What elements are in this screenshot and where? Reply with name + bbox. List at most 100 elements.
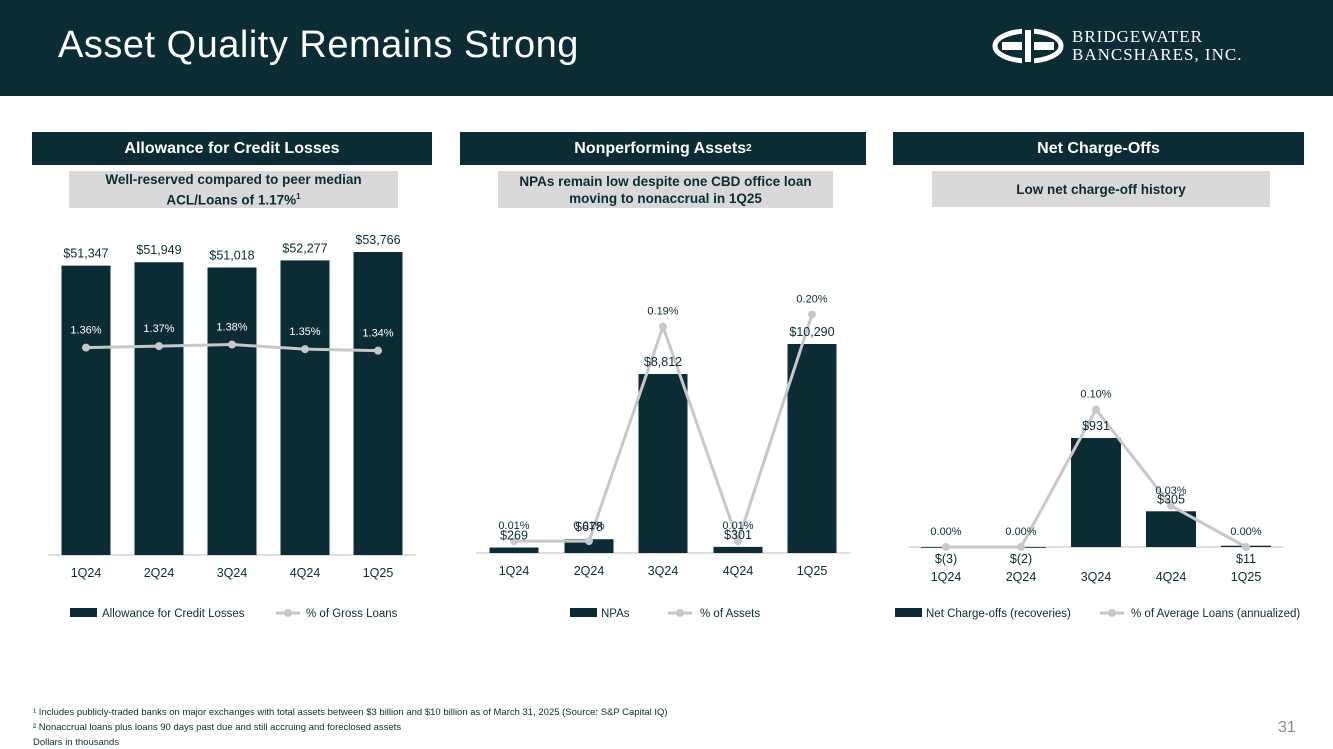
npa-subtitle: NPAs remain low despite one CBD office l… [498,171,833,208]
acl-bar [353,252,403,555]
nco-x-tick-label: 2Q24 [1006,570,1037,584]
footnote-2: ² Nonaccrual loans plus loans 90 days pa… [33,722,402,733]
npa-header-text: Nonperforming Assets [574,139,747,157]
npa-legend-bar-swatch [570,608,597,617]
nco-bar [1146,511,1196,547]
nco-pct-marker [942,543,950,551]
acl-subtitle-line-2: ACL/Loans of 1.17% [166,192,297,208]
acl-bar-label: $51,347 [63,247,108,261]
logo-line-1: Bridgewater [1072,27,1203,46]
npa-bar-label: $8,812 [644,355,682,369]
acl-panel-header: Allowance for Credit Losses [32,132,432,165]
npa-pct-marker [510,537,518,546]
npa-pct-marker [585,537,593,546]
nco-legend-line-marker [1108,609,1116,617]
nco-legend-line-label: % of Average Loans (annualized) [1131,608,1300,620]
nco-x-tick-label: 1Q24 [931,570,962,584]
npa-x-tick-label: 4Q24 [723,564,754,578]
npa-bar-label: $10,290 [789,325,834,339]
acl-x-tick-label: 1Q25 [363,566,394,580]
slide-title: Asset Quality Remains Strong [58,24,579,66]
acl-pct-label: 1.37% [143,323,174,335]
title-bar: Asset Quality Remains Strong Bridgewater… [0,0,1333,96]
nco-pct-label: 0.00% [1230,526,1261,538]
npa-subtitle-line-2: moving to nonaccrual in 1Q25 [569,190,762,206]
company-logo: Bridgewater Bancshares, Inc. [992,24,1282,68]
npa-header-sup: 2 [746,143,752,154]
npa-bar-label: $678 [575,520,603,534]
nco-bar [1071,438,1121,547]
acl-pct-marker [228,340,236,349]
page-number: 31 [1278,719,1296,736]
npa-pct-label: 0.01% [722,520,753,532]
npa-x-tick-label: 1Q25 [797,564,828,578]
nco-pct-label: 0.10% [1080,389,1111,401]
nco-pct-marker [1092,405,1100,414]
acl-pct-label: 1.36% [70,325,101,337]
npa-bar [489,547,539,553]
npa-panel-header: Nonperforming Assets 2 [460,132,866,165]
acl-header-text: Allowance for Credit Losses [124,139,340,157]
acl-bar [134,262,184,555]
logo-line-2: Bancshares, Inc. [1072,45,1243,64]
acl-bar-label: $51,949 [136,243,181,257]
npa-x-tick-label: 2Q24 [574,564,605,578]
acl-pct-marker [374,346,382,355]
npa-pct-marker [659,322,667,331]
npa-bar-label: $269 [500,529,528,543]
acl-legend-line-label: % of Gross Loans [306,608,398,620]
acl-bar-label: $53,766 [355,233,400,247]
nco-panel-header: Net Charge-Offs [893,132,1304,165]
acl-bar-label: $52,277 [282,241,327,255]
nco-header-text: Net Charge-Offs [1037,139,1160,157]
bridge-logo-icon [992,28,1064,64]
acl-pct-label: 1.35% [289,326,320,338]
nco-x-tick-label: 3Q24 [1081,570,1112,584]
nco-subtitle-line-1: Low net charge-off history [1016,181,1186,197]
acl-bar [207,267,257,555]
nco-pct-marker [1242,543,1250,551]
nco-bar-label: $(3) [935,552,957,566]
acl-x-tick-label: 3Q24 [217,566,248,580]
npa-pct-label: 0.20% [796,294,827,306]
npa-legend-line-marker [676,609,684,617]
nco-pct-marker [1017,543,1025,551]
nco-bar-label: $(2) [1010,552,1032,566]
npa-pct-marker [808,310,816,319]
npa-x-tick-label: 1Q24 [499,564,530,578]
npa-pct-label: 0.01% [573,520,604,532]
npa-pct-marker [734,537,742,546]
footnote-1: ¹ Includes publicly-traded banks on majo… [33,707,668,718]
npa-bar-label: $301 [724,528,752,542]
npa-legend-line-label: % of Assets [700,608,760,620]
npa-bar [638,374,688,553]
nco-pct-marker [1167,501,1175,510]
acl-bar [280,260,330,555]
nco-bar-label: $305 [1157,492,1185,506]
footnote-units: Dollars in thousands [33,737,120,748]
nco-legend-bar-label: Net Charge-offs (recoveries) [926,608,1071,620]
npa-x-tick-label: 3Q24 [648,564,679,578]
logo-text: Bridgewater Bancshares, Inc. [1072,28,1242,64]
nco-x-tick-label: 4Q24 [1156,570,1187,584]
acl-subtitle: Well-reserved compared to peer median AC… [69,171,398,208]
nco-bar-label: $11 [1236,552,1256,566]
npa-bar [564,539,614,553]
acl-subtitle-sup: 1 [296,191,301,201]
acl-pct-label: 1.38% [216,322,247,334]
acl-pct-marker [82,343,90,352]
npa-legend-bar-label: NPAs [601,608,630,620]
acl-pct-marker [155,342,163,351]
nco-legend-bar-swatch [895,608,922,617]
nco-x-tick-label: 1Q25 [1231,570,1262,584]
acl-x-tick-label: 4Q24 [290,566,321,580]
footnotes: ¹ Includes publicly-traded banks on majo… [33,705,668,749]
acl-subtitle-line-1: Well-reserved compared to peer median [105,171,362,187]
acl-x-tick-label: 1Q24 [71,566,102,580]
npa-subtitle-line-1: NPAs remain low despite one CBD office l… [519,173,812,189]
nco-pct-label: 0.00% [1005,526,1036,538]
nco-pct-label: 0.03% [1155,485,1186,497]
npa-pct-label: 0.19% [647,306,678,318]
acl-legend-bar-swatch [70,608,97,617]
